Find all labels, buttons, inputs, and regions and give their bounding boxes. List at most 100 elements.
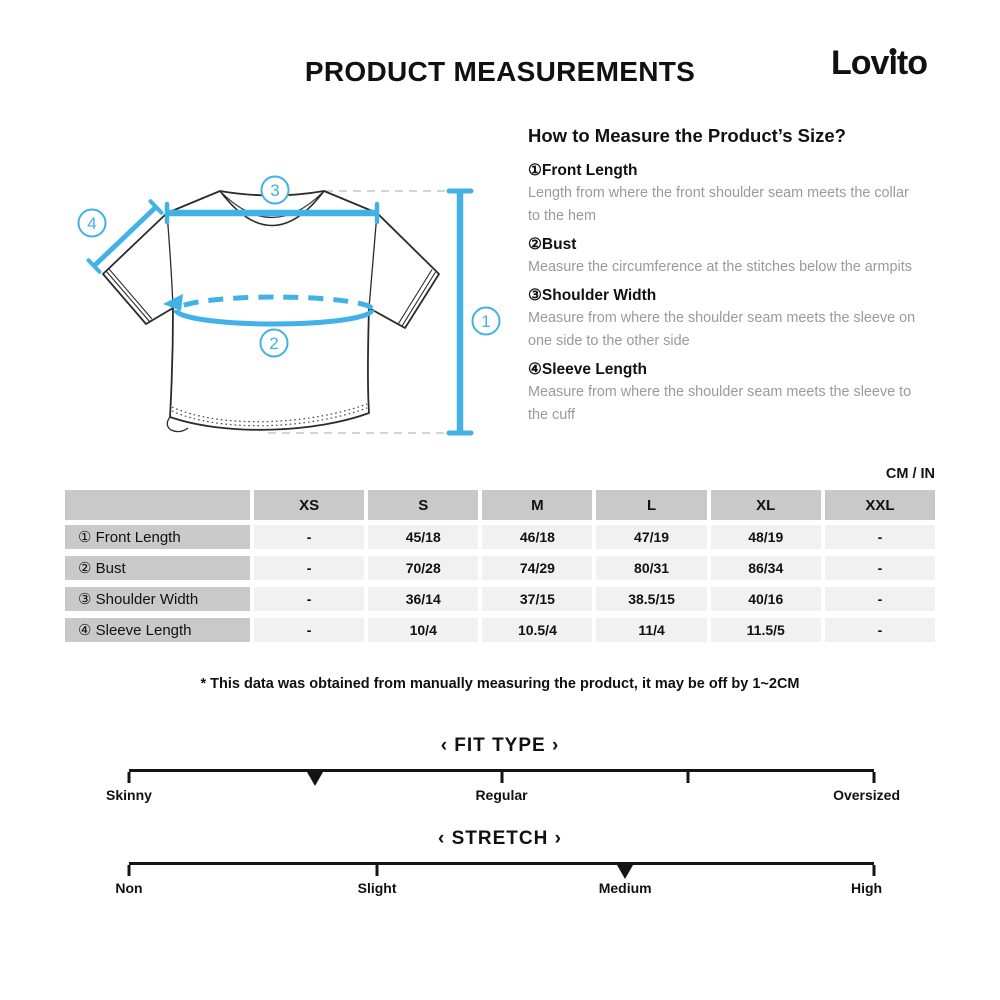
howto-item-shoulder-width: ③Shoulder Width Measure from where the s… xyxy=(528,284,920,353)
value-cell: - xyxy=(824,618,935,642)
hem-corner-fold xyxy=(166,416,189,433)
bust-measure-ellipse-solid xyxy=(173,309,375,327)
front-length-measure-caps xyxy=(446,188,474,436)
collar-band-inner xyxy=(221,192,323,219)
callouts: 3 4 2 1 xyxy=(77,175,501,358)
bust-measure-ellipse-dashed xyxy=(181,294,374,311)
slider-tick xyxy=(127,865,131,876)
header-cell: XS xyxy=(254,490,365,520)
value-cell: - xyxy=(824,556,935,580)
measure-name: Front Length xyxy=(541,162,638,179)
howto-section: How to Measure the Product’s Size? ①Fron… xyxy=(528,125,920,427)
measure-number: ④ xyxy=(528,361,542,378)
fit-type-title: ‹ FIT TYPE › xyxy=(440,735,560,756)
measure-name: Shoulder Width xyxy=(541,287,657,304)
slider-label: Medium xyxy=(598,880,652,896)
howto-item-bust: ②Bust Measure the circumference at the s… xyxy=(528,233,920,279)
stretch-marker xyxy=(617,865,634,879)
slider-tick xyxy=(686,772,690,783)
value-cell: 38.5/15 xyxy=(596,587,707,611)
value-cell: 10.5/4 xyxy=(482,618,593,642)
callout-number-front-length: 1 xyxy=(481,312,490,331)
header-cell: S xyxy=(368,490,479,520)
measure-label: ②Bust xyxy=(528,233,920,256)
howto-item-front-length: ①Front Length Length from where the fron… xyxy=(528,159,920,228)
brand-logo: Lovı to xyxy=(831,44,928,83)
slider-tick xyxy=(375,865,379,876)
left-cuff-seams xyxy=(106,268,153,322)
brand-logo-heart-dot xyxy=(887,46,898,57)
table-row: ① Front Length -45/18 46/18 47/19 48/19- xyxy=(65,525,935,549)
measure-label: ④Sleeve Length xyxy=(528,358,920,381)
header-cell: XXL xyxy=(824,490,935,520)
shoulder-measure-caps xyxy=(164,201,380,225)
callout-circle-front-length xyxy=(471,306,501,336)
brand-logo-text-1: Lov xyxy=(831,44,889,82)
value-cell: - xyxy=(254,618,365,642)
value-cell: - xyxy=(254,556,365,580)
callout-number-bust: 2 xyxy=(269,334,278,353)
sleeve-measure-line xyxy=(92,205,158,268)
slider-tick xyxy=(500,772,503,783)
brand-logo-text-2: to xyxy=(896,44,928,82)
size-table: XS S M L XL XXL ① Front Length -45/18 46/18 47/19… xyxy=(65,490,935,649)
measure-desc: Length from where the front shoulder sea… xyxy=(528,185,909,224)
table-row: ③ Shoulder Width -36/14 37/15 38.5/15 40/16- xyxy=(65,587,935,611)
value-cell: - xyxy=(824,587,935,611)
header-cell xyxy=(65,490,250,520)
header-cell: XL xyxy=(710,490,821,520)
measure-label: ③Shoulder Width xyxy=(528,284,920,307)
page-title: PRODUCT MEASUREMENTS xyxy=(304,56,696,87)
collar-band-outer xyxy=(219,190,325,227)
measure-label: ①Front Length xyxy=(528,159,920,182)
sleeve-measure-caps xyxy=(86,199,164,274)
row-label-cell: ③ Shoulder Width xyxy=(65,587,250,611)
stretch-track xyxy=(127,862,876,879)
stretch-scale: ‹ STRETCH › Non Slight Medium High xyxy=(0,828,1000,900)
callout-number-shoulder-width: 3 xyxy=(270,181,279,200)
measure-desc: Measure from where the shoulder seam mee… xyxy=(528,384,912,423)
callout-circle-sleeve-length xyxy=(77,208,107,238)
fit-type-labels: Skinny Regular Oversized xyxy=(106,787,900,805)
slider-label: Slight xyxy=(357,880,397,896)
table-header-row: XS S M L XL XXL xyxy=(65,490,935,520)
howto-item-sleeve-length: ④Sleeve Length Measure from where the sh… xyxy=(528,358,920,427)
value-cell: 10/4 xyxy=(368,618,479,642)
row-label-cell: ② Bust xyxy=(65,556,250,580)
measure-marks xyxy=(86,188,474,436)
value-cell: 70/28 xyxy=(368,556,479,580)
brand-logo-i: ı xyxy=(887,44,898,82)
measure-number: ② xyxy=(528,236,542,253)
right-cuff-seams xyxy=(398,269,436,327)
bust-measure-arrowhead xyxy=(163,294,183,311)
slider-label: Regular xyxy=(475,787,528,803)
table-row: ④ Sleeve Length -10/4 10.5/4 11/4 11.5/5- xyxy=(65,618,935,642)
measure-number: ③ xyxy=(528,287,542,304)
value-cell: - xyxy=(254,587,365,611)
measurement-diagram: 3 4 2 1 xyxy=(77,175,501,436)
value-cell: - xyxy=(824,525,935,549)
stretch-title: ‹ STRETCH › xyxy=(438,828,562,849)
tshirt-outline xyxy=(102,190,440,431)
howto-title: How to Measure the Product’s Size? xyxy=(528,125,846,146)
value-cell: 11.5/5 xyxy=(710,618,821,642)
measure-number: ① xyxy=(528,162,542,179)
table-row: ② Bust -70/28 74/29 80/31 86/34- xyxy=(65,556,935,580)
units-label: CM / IN xyxy=(885,466,935,482)
value-cell: 40/16 xyxy=(710,587,821,611)
value-cell: 46/18 xyxy=(482,525,593,549)
fit-type-marker xyxy=(307,772,324,786)
value-cell: 11/4 xyxy=(596,618,707,642)
stretch-labels: Non Slight Medium High xyxy=(115,880,882,898)
value-cell: 86/34 xyxy=(710,556,821,580)
fit-type-track xyxy=(127,769,876,786)
row-label-cell: ① Front Length xyxy=(65,525,250,549)
measure-desc: Measure from where the shoulder seam mee… xyxy=(528,310,916,349)
row-label-cell: ④ Sleeve Length xyxy=(65,618,250,642)
measure-name: Bust xyxy=(541,236,577,253)
slider-tick xyxy=(127,772,131,783)
measure-name: Sleeve Length xyxy=(541,361,647,378)
value-cell: 45/18 xyxy=(368,525,479,549)
value-cell: - xyxy=(254,525,365,549)
